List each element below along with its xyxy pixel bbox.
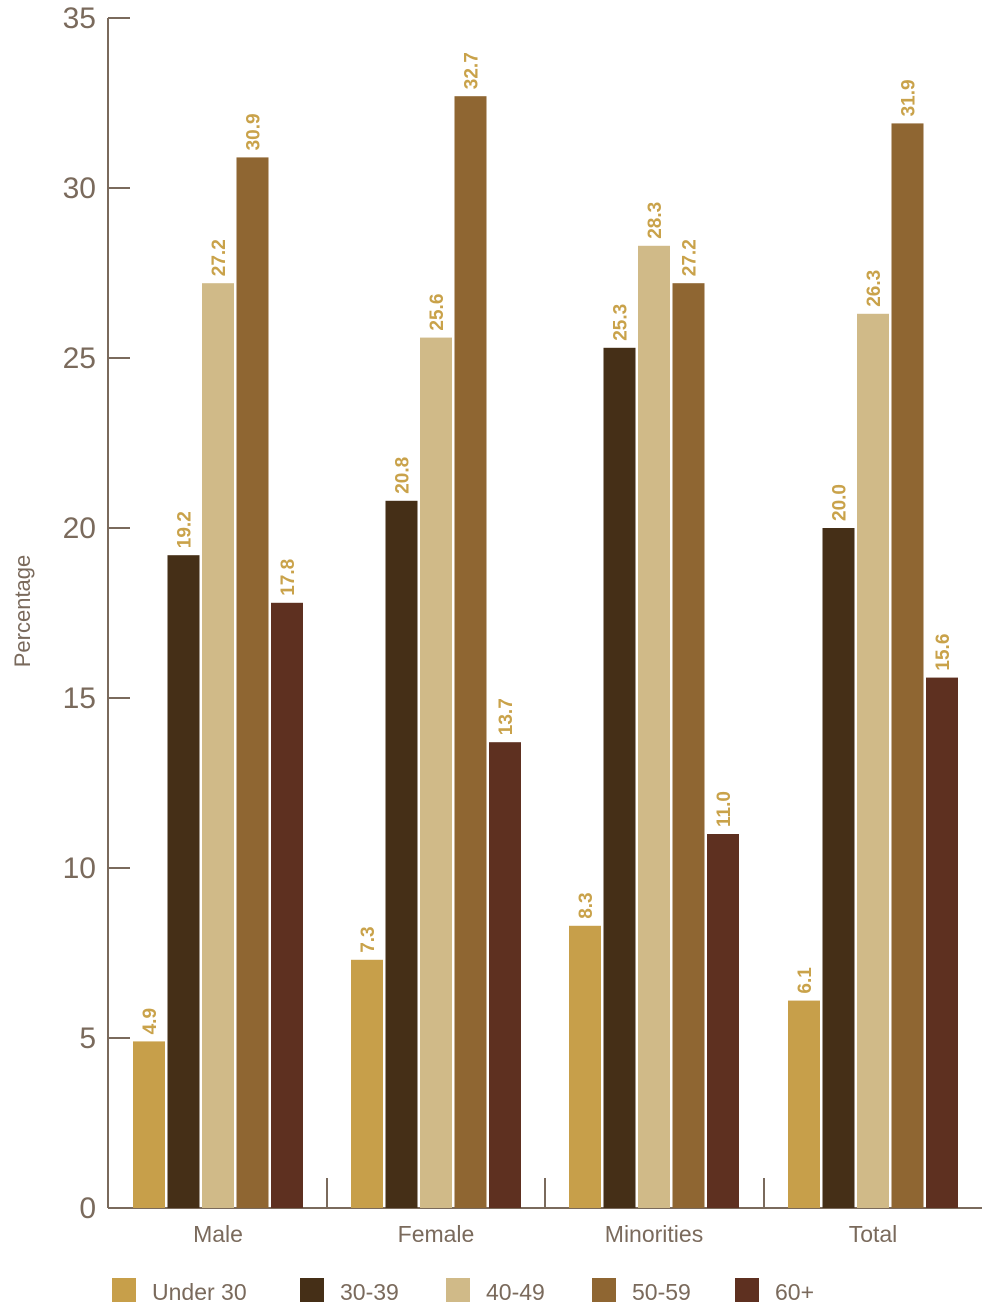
data-label: 20.0	[830, 484, 851, 521]
bar	[707, 834, 739, 1208]
bar	[271, 602, 303, 1208]
legend-label: 30-39	[340, 1279, 399, 1305]
category-label: Female	[398, 1221, 475, 1247]
bar	[672, 283, 705, 1208]
y-tick-label: 25	[63, 342, 96, 375]
data-label: 6.1	[795, 967, 816, 994]
bar	[236, 157, 269, 1208]
legend-label: Under 30	[152, 1279, 247, 1305]
data-label: 28.3	[645, 202, 666, 239]
bar	[133, 1041, 165, 1208]
data-label: 19.2	[175, 511, 196, 548]
category-label: Male	[193, 1221, 243, 1247]
y-tick-label: 20	[63, 512, 96, 545]
bar	[351, 959, 383, 1208]
x-ticks	[326, 1178, 765, 1208]
data-label: 27.2	[209, 239, 230, 276]
bar	[489, 742, 521, 1208]
legend-label: 40-49	[486, 1279, 545, 1305]
data-label: 8.3	[576, 892, 597, 918]
data-label: 26.3	[864, 270, 885, 307]
legend-swatch	[592, 1278, 616, 1302]
data-label: 17.8	[278, 559, 299, 596]
bar	[603, 347, 636, 1208]
y-tick-label: 30	[63, 172, 96, 205]
data-label: 7.3	[358, 926, 379, 952]
bar	[788, 1000, 820, 1208]
data-label: 11.0	[714, 791, 735, 827]
y-tick-label: 35	[63, 2, 96, 35]
y-tick-label: 10	[63, 852, 96, 885]
legend-label: 60+	[775, 1279, 814, 1305]
legend-swatch	[300, 1278, 324, 1302]
data-label: 30.9	[244, 113, 265, 150]
y-ticks: 0 5 10 15 20 25 30 35	[63, 2, 130, 1225]
data-label: 15.6	[933, 634, 954, 671]
legend: Under 30 30-39 40-49 50-59 60+	[112, 1278, 814, 1305]
bar	[638, 245, 670, 1209]
category-label: Total	[849, 1221, 898, 1247]
bar	[385, 500, 418, 1208]
bar	[202, 283, 234, 1208]
category-labels: Male Female Minorities Total	[193, 1221, 897, 1247]
data-label: 32.7	[462, 52, 483, 89]
data-label: 20.8	[393, 457, 414, 494]
legend-swatch	[446, 1278, 470, 1302]
bar	[857, 313, 889, 1208]
bar	[454, 96, 487, 1209]
category-label: Minorities	[605, 1221, 703, 1247]
data-labels: 4.9 19.2 27.2 30.9 17.8 7.3 20.8 25.6 32.7 13.7 8.…	[140, 52, 954, 1034]
y-tick-label: 15	[63, 682, 96, 715]
legend-label: 50-59	[632, 1279, 691, 1305]
bars	[133, 96, 958, 1209]
data-label: 31.9	[899, 79, 920, 116]
bar	[420, 337, 452, 1209]
y-tick-label: 0	[79, 1192, 96, 1225]
data-label: 25.6	[427, 294, 448, 331]
data-label: 27.2	[680, 239, 701, 276]
legend-swatch	[112, 1278, 136, 1302]
data-label: 4.9	[140, 1008, 161, 1034]
bar	[822, 528, 855, 1208]
legend-swatch	[735, 1278, 759, 1302]
data-label: 13.7	[496, 698, 517, 735]
bar	[891, 123, 924, 1208]
bar	[569, 925, 601, 1208]
y-tick-label: 5	[79, 1022, 96, 1055]
data-label: 25.3	[611, 304, 632, 341]
y-axis-title: Percentage	[10, 555, 35, 668]
bar	[167, 555, 200, 1208]
bar	[926, 677, 958, 1208]
